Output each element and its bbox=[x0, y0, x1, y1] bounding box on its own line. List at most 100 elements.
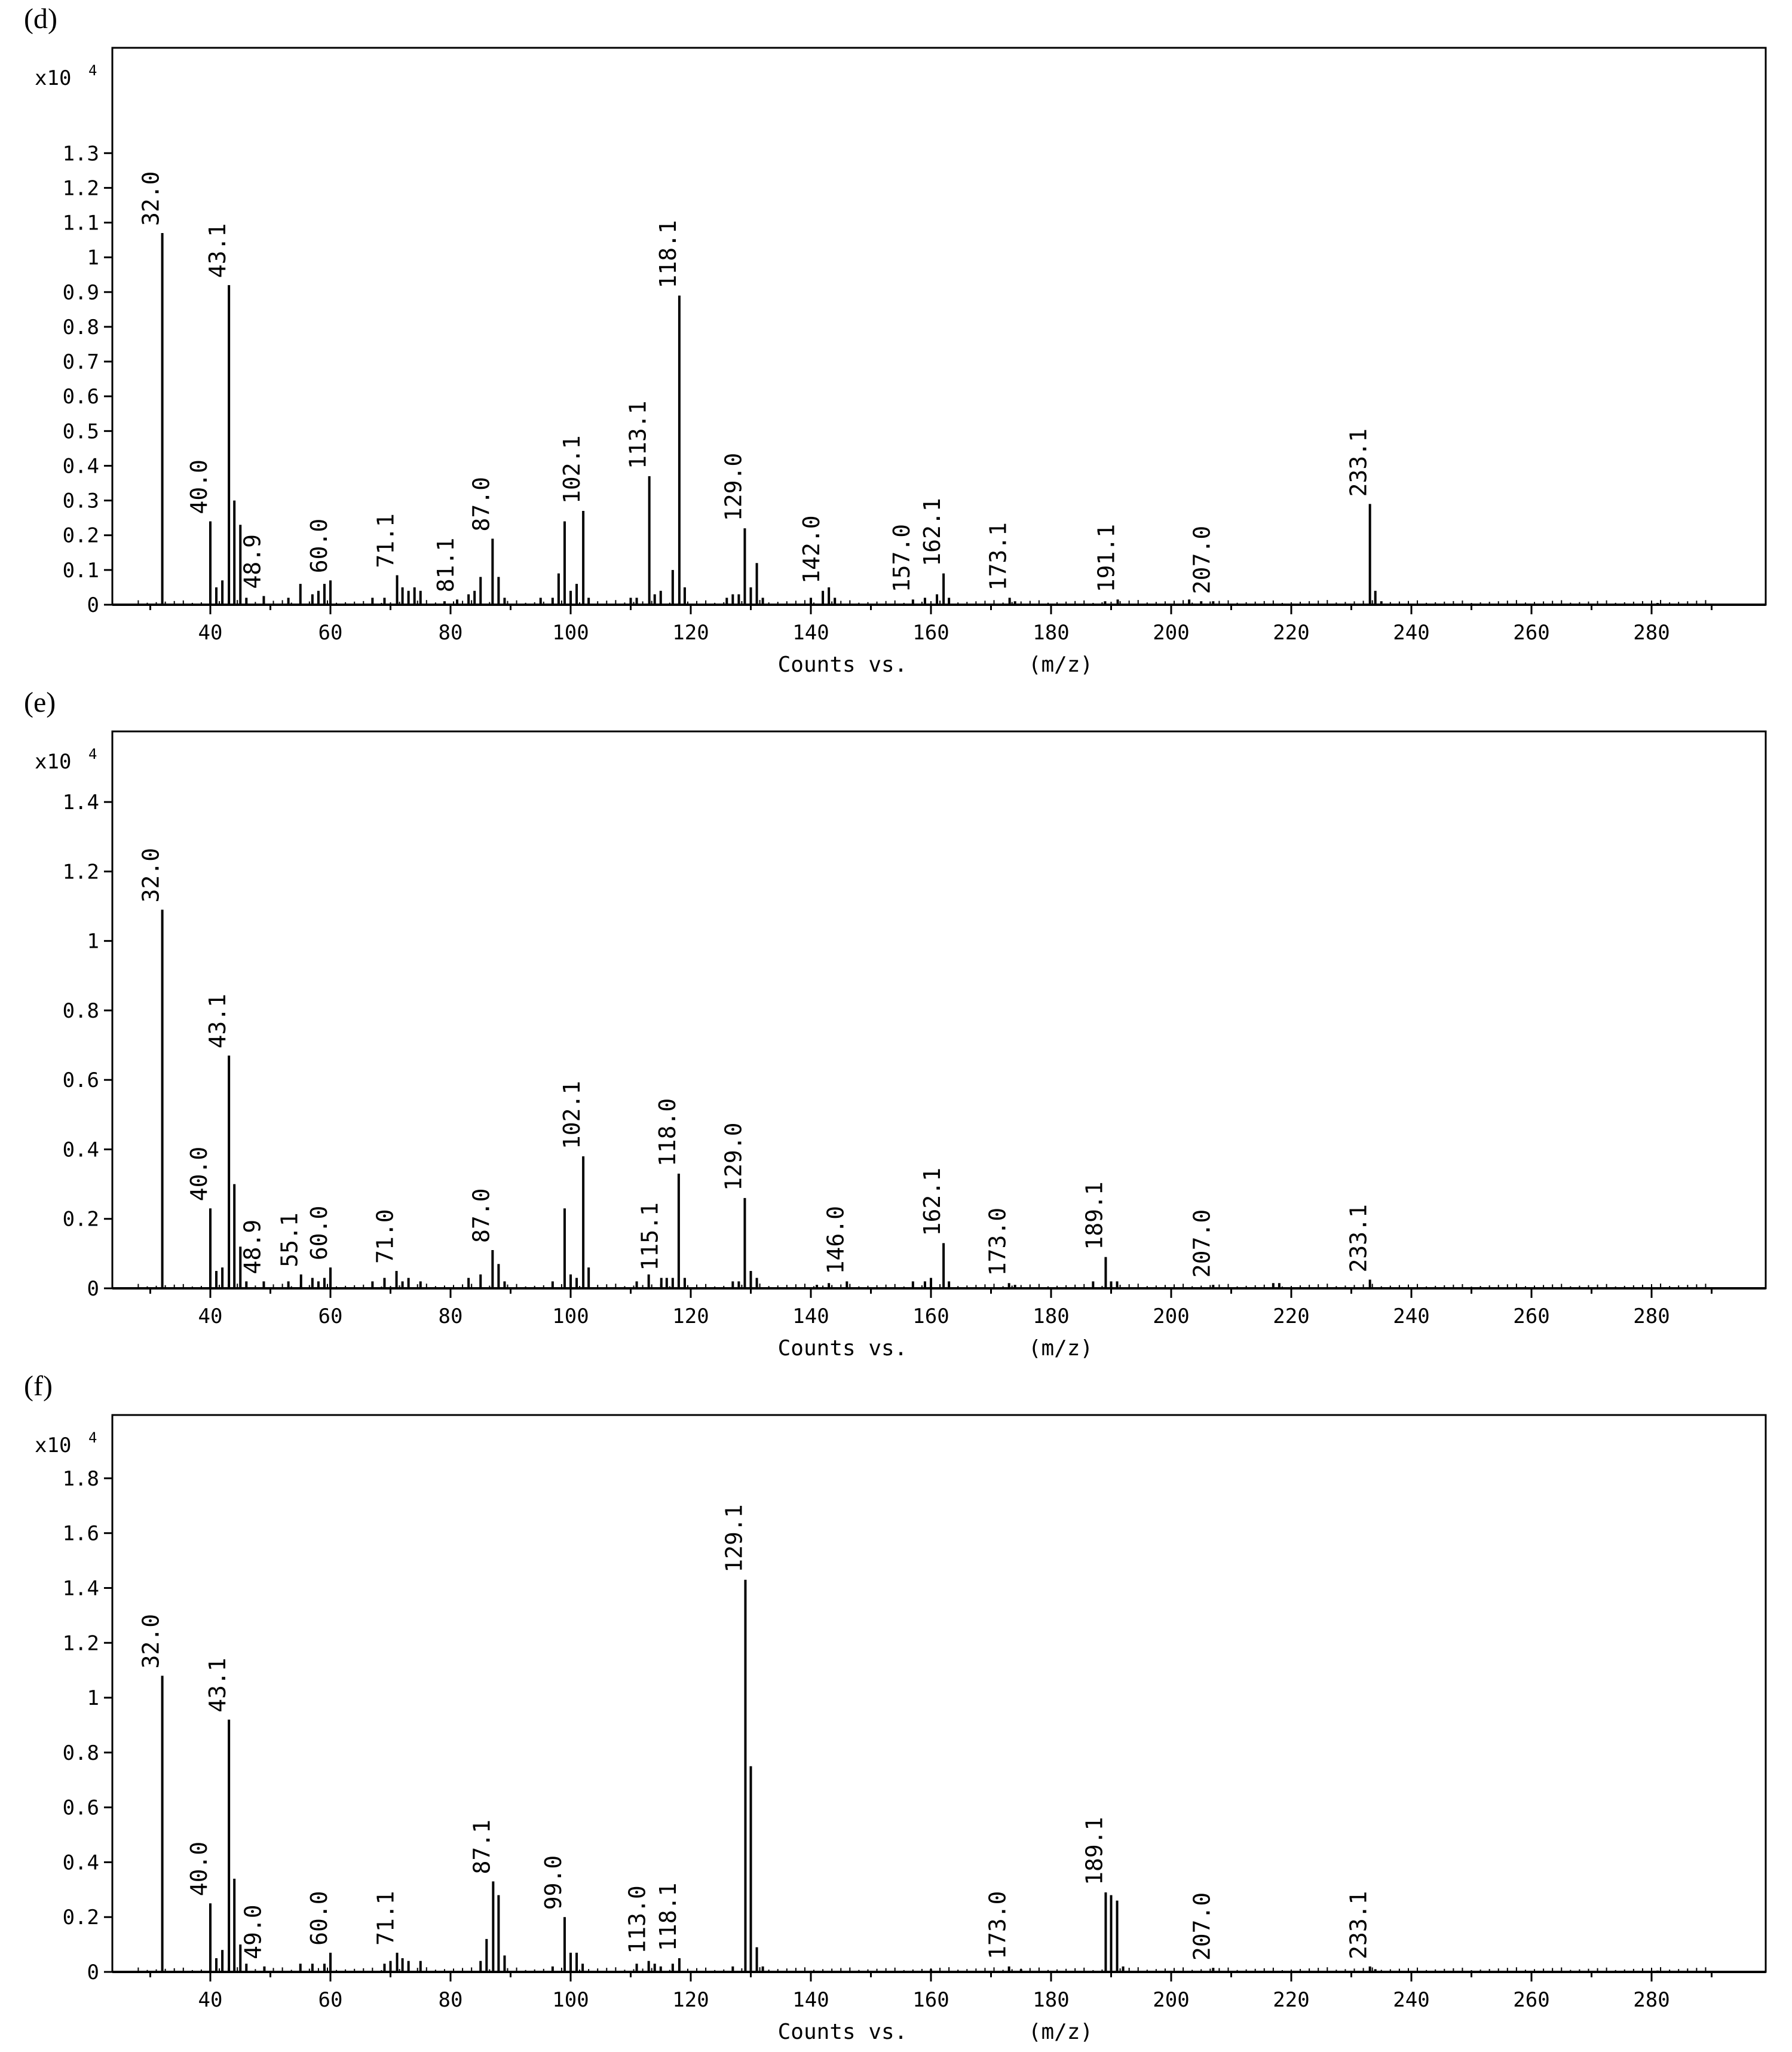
peak-label: 118.1 bbox=[655, 220, 681, 288]
x-tick-label: 200 bbox=[1153, 1988, 1189, 2012]
peak-label: 60.0 bbox=[306, 519, 332, 574]
y-multiplier: x10 bbox=[35, 1434, 71, 1457]
x-tick-label: 40 bbox=[198, 621, 223, 645]
x-tick-label: 80 bbox=[439, 1304, 463, 1328]
peak-label: 40.0 bbox=[186, 1842, 212, 1897]
x-tick-label: 160 bbox=[912, 1304, 949, 1328]
peak-label: 87.1 bbox=[468, 1820, 495, 1875]
peak-label: 129.1 bbox=[721, 1504, 747, 1572]
x-tick-label: 280 bbox=[1633, 1988, 1670, 2012]
x-tick-label: 280 bbox=[1633, 1304, 1670, 1328]
peak-label: 49.0 bbox=[240, 1904, 266, 1959]
peak-label: 81.1 bbox=[433, 538, 459, 593]
y-tick-label: 1.6 bbox=[63, 1522, 99, 1546]
y-tick-label: 0 bbox=[87, 593, 99, 617]
y-tick-label: 0 bbox=[87, 1277, 99, 1301]
y-tick-label: 1.2 bbox=[63, 176, 99, 200]
x-tick-label: 140 bbox=[792, 621, 829, 645]
peak-label: 99.0 bbox=[540, 1855, 566, 1910]
peak-label: 207.0 bbox=[1188, 1209, 1215, 1278]
y-tick-label: 1.8 bbox=[63, 1467, 99, 1491]
y-tick-label: 0.2 bbox=[63, 1906, 99, 1930]
x-tick-label: 160 bbox=[912, 621, 949, 645]
y-multiplier-exponent: 4 bbox=[88, 62, 97, 79]
x-tick-label: 80 bbox=[439, 621, 463, 645]
plot-frame bbox=[111, 1414, 1767, 1973]
x-tick-label: 100 bbox=[552, 1304, 589, 1328]
x-tick-label: 220 bbox=[1273, 1988, 1309, 2012]
peak-label: 233.1 bbox=[1346, 428, 1372, 497]
peak-label: 191.1 bbox=[1093, 524, 1120, 592]
x-tick-label: 240 bbox=[1393, 1988, 1429, 2012]
x-axis-label: Counts vs. bbox=[778, 653, 908, 677]
peak-label: 48.9 bbox=[239, 1220, 265, 1275]
y-tick-label: 1.4 bbox=[63, 791, 99, 814]
peak-label: 157.0 bbox=[889, 524, 915, 592]
peak-label: 162.1 bbox=[919, 1168, 945, 1236]
x-tick-label: 40 bbox=[198, 1988, 223, 2012]
peak-label: 71.0 bbox=[372, 1209, 399, 1264]
y-tick-label: 0.4 bbox=[63, 1851, 99, 1875]
x-tick-label: 60 bbox=[318, 621, 343, 645]
panel-label: (f) bbox=[24, 1370, 53, 1402]
peak-label: 40.0 bbox=[186, 460, 212, 514]
peak-label: 102.1 bbox=[559, 436, 585, 504]
peak-label: 189.1 bbox=[1081, 1817, 1107, 1885]
peak-label: 146.0 bbox=[822, 1206, 848, 1274]
panel-label: (e) bbox=[24, 687, 56, 718]
peak-label: 43.1 bbox=[204, 1658, 231, 1713]
x-tick-label: 240 bbox=[1393, 621, 1429, 645]
y-multiplier-exponent: 4 bbox=[88, 1429, 97, 1446]
y-tick-label: 0.2 bbox=[63, 524, 99, 548]
peak-label: 32.0 bbox=[138, 171, 164, 226]
peak-label: 55.1 bbox=[277, 1212, 303, 1267]
y-tick-label: 0.3 bbox=[63, 489, 99, 513]
y-tick-label: 0.4 bbox=[63, 454, 99, 478]
peak-label: 113.0 bbox=[624, 1885, 651, 1953]
x-tick-label: 240 bbox=[1393, 1304, 1429, 1328]
peak-label: 113.1 bbox=[625, 401, 651, 469]
x-tick-label: 280 bbox=[1633, 621, 1670, 645]
peak-label: 173.0 bbox=[985, 1891, 1011, 1959]
peak-label: 87.0 bbox=[468, 477, 494, 532]
x-tick-label: 160 bbox=[912, 1988, 949, 2012]
x-tick-label: 100 bbox=[552, 621, 589, 645]
peak-label: 32.0 bbox=[138, 848, 164, 903]
peak-label: 32.0 bbox=[138, 1614, 164, 1669]
spectrum-chart: x10 400.20.40.60.811.21.440 60 80 100 120 140 1… bbox=[35, 730, 1767, 1361]
x-tick-label: 200 bbox=[1153, 1304, 1189, 1328]
y-tick-label: 1 bbox=[87, 1686, 99, 1710]
peak-label: 102.1 bbox=[559, 1081, 585, 1149]
y-tick-label: 0.4 bbox=[63, 1138, 99, 1162]
x-tick-label: 260 bbox=[1513, 1988, 1549, 2012]
y-tick-label: 1.2 bbox=[63, 1631, 99, 1655]
peak-label: 162.1 bbox=[919, 498, 945, 566]
y-tick-label: 1 bbox=[87, 246, 99, 270]
panel-label: (d) bbox=[24, 3, 57, 35]
peak-label: 173.1 bbox=[985, 522, 1012, 590]
y-tick-label: 0.8 bbox=[63, 1741, 99, 1765]
x-axis-label: Counts vs. bbox=[778, 2020, 908, 2044]
y-multiplier: x10 bbox=[35, 66, 71, 90]
peak-label: 207.0 bbox=[1188, 1892, 1215, 1961]
peak-label: 207.0 bbox=[1188, 526, 1215, 594]
x-tick-label: 120 bbox=[672, 621, 709, 645]
y-tick-label: 1 bbox=[87, 930, 99, 954]
x-tick-label: 60 bbox=[318, 1988, 343, 2012]
peak-label: 233.1 bbox=[1346, 1204, 1372, 1272]
y-tick-label: 0.8 bbox=[63, 316, 99, 339]
y-tick-label: 0.1 bbox=[63, 559, 99, 583]
x-tick-label: 120 bbox=[672, 1988, 709, 2012]
peak-label: 233.1 bbox=[1346, 1891, 1372, 1959]
peak-label: 129.0 bbox=[720, 453, 746, 521]
panel-d: (d) x10 4 0 0.1 0.2 0.3 0.4 0.5 0.6 0.7 0.8 0.9 1 1.1… bbox=[0, 0, 1792, 684]
peak-label: 142.0 bbox=[798, 515, 825, 583]
x-tick-label: 180 bbox=[1033, 1988, 1069, 2012]
y-tick-label: 0.7 bbox=[63, 350, 99, 374]
peak-label: 129.0 bbox=[720, 1122, 746, 1190]
peak-label: 118.1 bbox=[655, 1883, 681, 1951]
peak-label: 43.1 bbox=[204, 994, 231, 1049]
x-tick-label: 260 bbox=[1513, 1304, 1549, 1328]
x-tick-label: 100 bbox=[552, 1988, 589, 2012]
peak-label: 48.9 bbox=[239, 534, 265, 589]
